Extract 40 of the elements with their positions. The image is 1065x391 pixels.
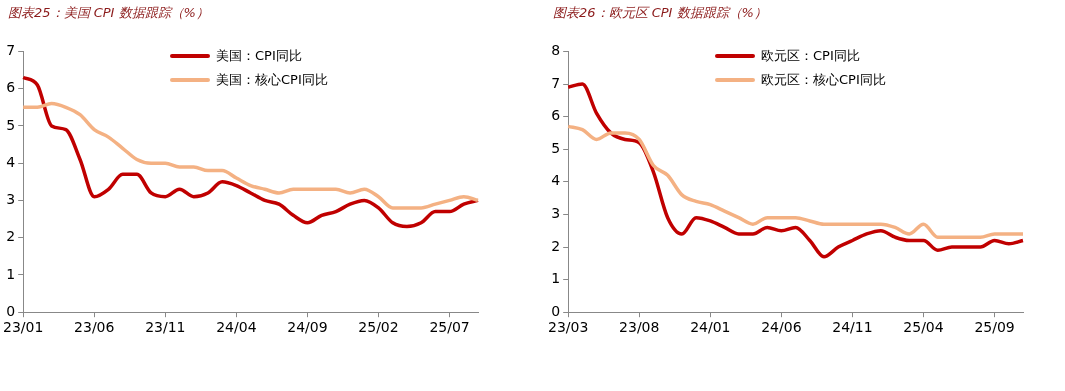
y-tick-label: 5 bbox=[6, 116, 16, 133]
y-tick-label: 0 bbox=[551, 302, 561, 319]
x-tick-label: 24/11 bbox=[832, 319, 873, 336]
x-tick-label: 23/06 bbox=[74, 319, 115, 336]
line-series bbox=[21, 75, 480, 229]
line-series bbox=[566, 124, 1025, 239]
y-tick-label: 7 bbox=[6, 42, 16, 59]
x-tick-label: 24/01 bbox=[690, 319, 731, 336]
x-tick-label: 24/06 bbox=[761, 319, 802, 336]
x-tick-label: 23/11 bbox=[145, 319, 186, 336]
chart-title: 图表26：欧元区 CPI 数据跟踪（%） bbox=[553, 4, 767, 22]
x-tick-label: 24/09 bbox=[287, 319, 328, 336]
x-tick-label: 25/02 bbox=[358, 319, 399, 336]
y-tick-label: 6 bbox=[551, 107, 561, 124]
chart-title: 图表25：美国 CPI 数据跟踪（%） bbox=[8, 4, 209, 22]
y-tick-label: 1 bbox=[551, 270, 561, 287]
y-tick-label: 3 bbox=[6, 191, 16, 208]
legend-label: 美国：CPI同比 bbox=[216, 47, 302, 65]
legend-label: 欧元区：CPI同比 bbox=[761, 47, 860, 65]
y-tick-label: 4 bbox=[551, 172, 561, 189]
y-tick-label: 0 bbox=[6, 302, 16, 319]
y-tick-label: 1 bbox=[6, 265, 16, 282]
x-tick-label: 23/03 bbox=[547, 319, 589, 336]
y-tick-label: 7 bbox=[551, 74, 561, 91]
y-tick-label: 2 bbox=[6, 228, 16, 245]
x-tick-label: 25/04 bbox=[903, 319, 944, 336]
line-series bbox=[21, 101, 480, 210]
y-tick-label: 2 bbox=[551, 237, 561, 254]
x-tick-label: 25/07 bbox=[429, 319, 470, 336]
y-tick-label: 3 bbox=[551, 205, 561, 222]
y-tick-label: 6 bbox=[6, 79, 16, 96]
y-tick-label: 4 bbox=[6, 153, 16, 170]
y-tick-label: 8 bbox=[551, 42, 561, 59]
legend-label: 欧元区：核心CPI同比 bbox=[761, 71, 886, 89]
y-tick-label: 5 bbox=[551, 139, 561, 156]
x-tick-label: 24/04 bbox=[216, 319, 257, 336]
x-tick-label: 23/01 bbox=[2, 319, 44, 336]
x-tick-label: 25/09 bbox=[974, 319, 1015, 336]
legend-label: 美国：核心CPI同比 bbox=[216, 71, 328, 89]
x-tick-label: 23/08 bbox=[619, 319, 660, 336]
